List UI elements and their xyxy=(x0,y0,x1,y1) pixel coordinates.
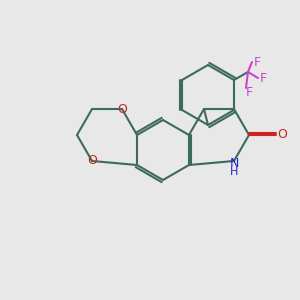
Text: O: O xyxy=(87,154,97,167)
Text: O: O xyxy=(117,103,127,116)
Text: O: O xyxy=(277,128,287,142)
Text: F: F xyxy=(254,56,260,68)
Text: N: N xyxy=(229,158,239,170)
Text: F: F xyxy=(245,85,253,98)
Text: H: H xyxy=(230,167,238,177)
Text: F: F xyxy=(260,71,266,85)
